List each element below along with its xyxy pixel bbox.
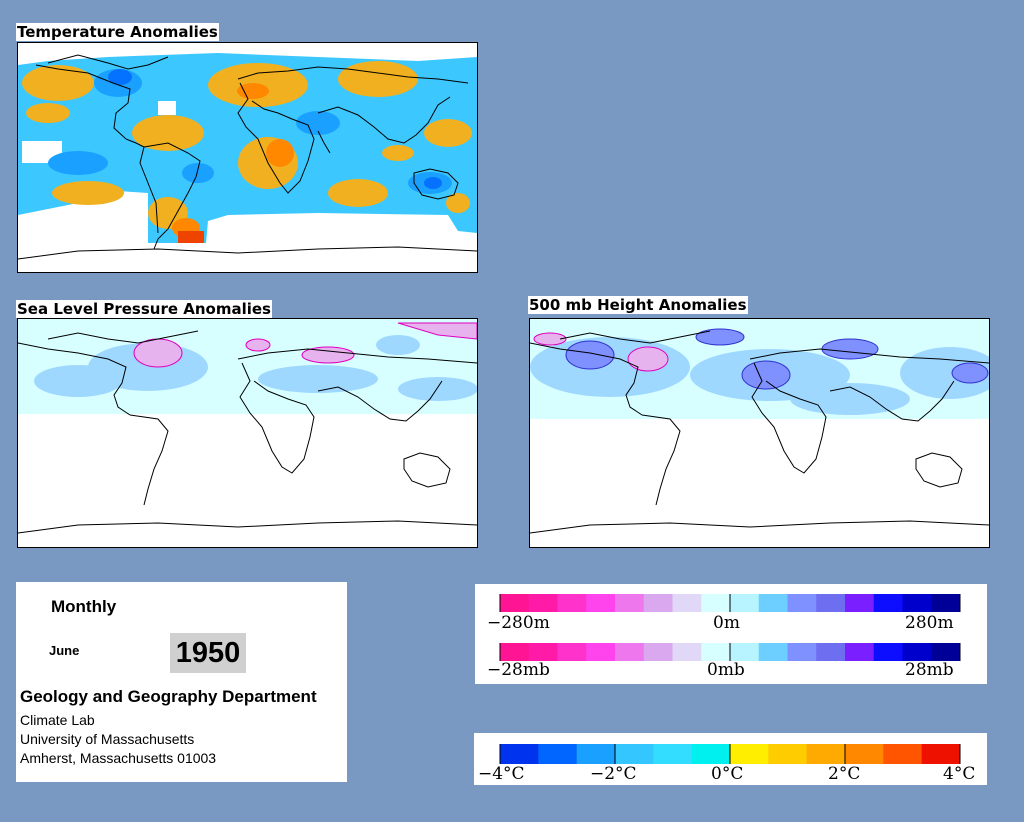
temperature-swatch: [921, 744, 961, 764]
pressure-swatch: [873, 643, 903, 661]
temperature-legend: −4°C −2°C 0°C 2°C 4°C: [474, 733, 987, 785]
month-label: June: [49, 643, 80, 658]
pressure-tick-label: 0mb: [707, 660, 745, 680]
pressure-swatch: [672, 643, 702, 661]
temperature-colorbar: [499, 744, 961, 764]
height-colorbar: [499, 594, 961, 612]
affiliation-line: Amherst, Massachusetts 01003: [20, 750, 217, 766]
pressure-swatch: [845, 643, 875, 661]
pressure-swatch: [643, 643, 673, 661]
temperature-swatch: [653, 744, 693, 764]
height-swatch: [615, 594, 645, 612]
pressure-swatch: [730, 643, 760, 661]
height-tick-label: 0m: [713, 613, 740, 633]
pressure-tick-label: −28mb: [487, 660, 550, 680]
height500-anomaly-map: [529, 318, 990, 548]
pressure-swatch: [816, 643, 846, 661]
pressure-swatch: [557, 643, 587, 661]
affiliation-line: Climate Lab: [20, 712, 95, 728]
height-swatch: [701, 594, 731, 612]
pressure-swatch: [758, 643, 788, 661]
pressure-swatch: [787, 643, 817, 661]
temperature-swatch: [845, 744, 884, 764]
temperature-tick-label: −2°C: [590, 764, 637, 784]
year-display: 1950: [170, 633, 246, 673]
pressure-swatch: [500, 643, 530, 661]
info-panel: Monthly June 1950 Geology and Geography …: [16, 582, 347, 782]
temperature-anomaly-map: [17, 42, 478, 273]
height-swatch: [758, 594, 788, 612]
temperature-swatch: [806, 744, 846, 764]
pressure-swatch: [931, 643, 961, 661]
height500-map-title: 500 mb Height Anomalies: [528, 296, 748, 314]
height-tick-label: 280m: [905, 613, 954, 633]
height-swatch: [672, 594, 702, 612]
slp-map-title: Sea Level Pressure Anomalies: [16, 300, 272, 318]
temperature-map-title: Temperature Anomalies: [16, 23, 219, 41]
temperature-swatch: [500, 744, 539, 764]
height-swatch: [643, 594, 673, 612]
pressure-swatch: [528, 643, 558, 661]
temperature-tick-label: 4°C: [943, 764, 976, 784]
height-swatch: [557, 594, 587, 612]
pressure-tick-label: 28mb: [905, 660, 954, 680]
height-swatch: [902, 594, 932, 612]
pressure-swatch: [701, 643, 731, 661]
height-swatch: [873, 594, 903, 612]
temperature-tick-label: 0°C: [711, 764, 744, 784]
height-swatch: [586, 594, 616, 612]
height-swatch: [816, 594, 846, 612]
temperature-swatch: [883, 744, 923, 764]
height-swatch: [845, 594, 875, 612]
pressure-colorbar: [499, 643, 961, 661]
temperature-tick-label: −4°C: [478, 764, 525, 784]
pressure-swatch: [902, 643, 932, 661]
pressure-swatch: [615, 643, 645, 661]
height-swatch: [500, 594, 530, 612]
pressure-swatch: [586, 643, 616, 661]
period-label: Monthly: [51, 597, 117, 616]
slp-anomaly-map: [17, 318, 478, 548]
department-name: Geology and Geography Department: [20, 687, 317, 706]
temperature-swatch: [730, 744, 769, 764]
height-swatch: [730, 594, 760, 612]
temperature-swatch: [615, 744, 654, 764]
temperature-tick-label: 2°C: [828, 764, 861, 784]
height-swatch: [787, 594, 817, 612]
height-tick-label: −280m: [487, 613, 550, 633]
height-swatch: [528, 594, 558, 612]
temperature-gap: [158, 101, 176, 115]
temperature-swatch: [576, 744, 616, 764]
temperature-swatch: [691, 744, 731, 764]
temperature-swatch: [768, 744, 808, 764]
height-pressure-legend: −280m 0m 280m −28mb 0mb 28mb: [475, 584, 987, 684]
height-swatch: [931, 594, 961, 612]
affiliation-line: University of Massachusetts: [20, 731, 195, 747]
temperature-swatch: [538, 744, 578, 764]
